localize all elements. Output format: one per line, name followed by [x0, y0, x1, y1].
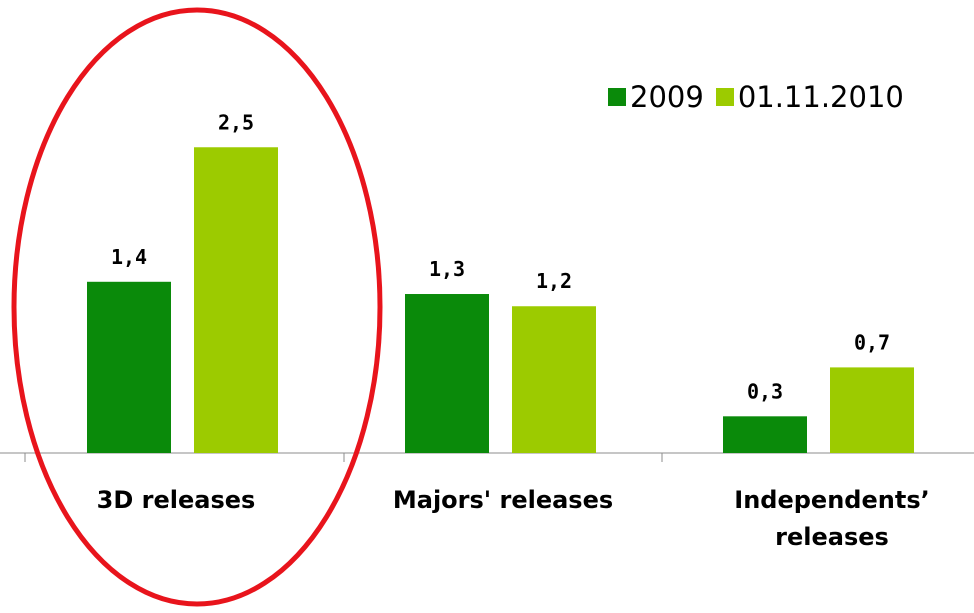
legend-item-2010: 01.11.2010 [715, 80, 904, 114]
chart-legend: 2009 01.11.2010 [608, 80, 916, 114]
category-label: Majors' releases [393, 486, 613, 514]
legend-swatch-2010 [715, 88, 734, 106]
bar-2010-1 [512, 306, 596, 453]
legend-swatch-2009 [608, 88, 626, 106]
data-label: 1,3 [429, 257, 465, 281]
data-label: 1,2 [536, 269, 572, 293]
category-label-line: releases [775, 523, 889, 551]
data-label: 0,3 [747, 379, 783, 403]
category-label-line: Independents’ [734, 486, 929, 514]
bar-2009-0 [87, 281, 171, 453]
bar-2010-2 [830, 367, 914, 453]
legend-label-2009: 2009 [630, 80, 704, 114]
category-label: 3D releases [97, 486, 256, 514]
data-label: 0,7 [854, 330, 890, 354]
data-label: 1,4 [111, 245, 147, 269]
legend-item-2009: 2009 [608, 80, 704, 114]
category-label: Independents’ releases [734, 486, 929, 551]
bar-2009-1 [405, 294, 489, 453]
legend-label-2010: 01.11.2010 [737, 80, 904, 114]
highlight-ellipse [11, 7, 383, 607]
bar-2010-0 [194, 147, 278, 453]
bar-2009-2 [723, 416, 807, 453]
data-label: 2,5 [218, 110, 254, 134]
